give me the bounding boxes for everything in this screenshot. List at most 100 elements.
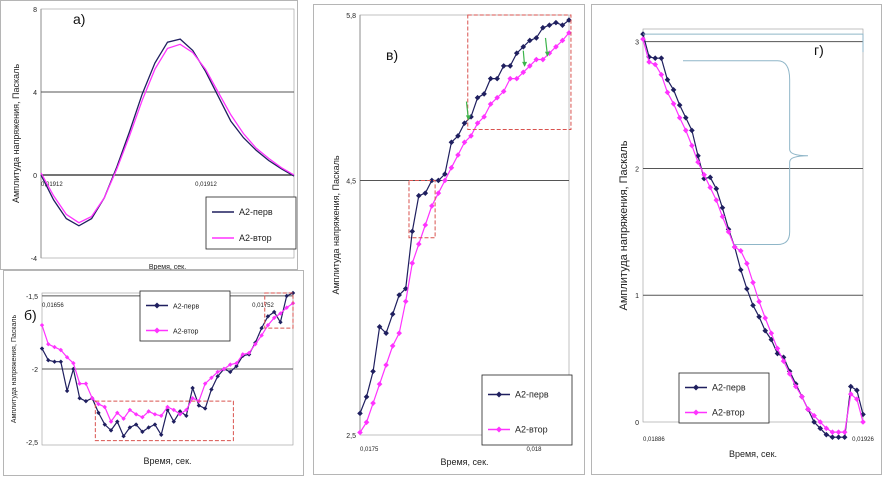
data-point [676,102,683,108]
data-point [474,94,481,101]
y-tick-label: 4 [33,90,37,97]
plot-frame [359,14,570,436]
y-tick-label: -2 [32,367,38,374]
data-point [177,409,183,414]
data-point [253,341,258,347]
data-point [500,63,507,69]
data-point [127,425,133,430]
chart-panel-g: 3 2 1 0 0,01886 0,01926 Амплитуда напряжения, … [591,4,882,475]
data-point [363,394,370,400]
data-point [847,383,854,390]
data-point [278,320,283,325]
data-point [363,419,370,426]
data-point [402,298,409,305]
data-point [468,133,474,139]
y-tick-label: 2,5 [346,433,356,440]
data-point [792,383,799,390]
data-point [370,400,376,406]
panel-label: б) [24,307,37,323]
data-point [259,333,264,338]
x-axis-label: Время, сек. [143,456,191,466]
data-point [533,35,540,41]
legend-marker [693,384,699,391]
data-point [481,91,487,97]
data-point [96,401,101,407]
data-point [448,139,455,146]
data-point [780,358,787,364]
panel-label: в) [386,47,398,63]
y-tick-label: -1,5 [26,294,38,301]
data-point [190,385,195,391]
data-point [64,355,70,360]
highlight-box [408,179,436,239]
data-point [768,330,775,337]
data-point [707,184,714,191]
legend-label: А2-перв [712,383,746,393]
data-point [461,120,468,126]
highlight-box [467,14,572,131]
data-point [435,190,442,196]
data-point [811,412,817,419]
data-point [271,315,277,321]
data-point [786,371,793,377]
data-point [357,429,363,436]
data-point [652,55,659,61]
data-point [39,346,45,351]
x-tick-label: 0,01912 [41,182,63,188]
data-point [487,75,494,82]
x-axis-label: Время, сек. [729,449,777,459]
data-point [507,75,514,82]
data-point [658,71,665,78]
data-point [146,425,151,430]
legend-marker [154,327,160,334]
data-point [71,360,76,366]
x-tick-label: 0,01752 [252,303,274,309]
data-point [202,406,208,411]
data-point [835,429,842,435]
chart-panel-a: 8 4 0 -4 0,01912 0,01912 Амплитуда напряжения,… [0,0,298,271]
highlight-box [264,292,294,329]
data-point [58,347,64,353]
data-point [383,362,389,368]
data-point [402,285,409,292]
data-point [553,19,559,26]
data-point [221,366,227,372]
data-point [682,114,689,121]
y-tick-label: -2,5 [26,440,38,447]
data-point [209,375,214,380]
data-point [152,422,158,427]
y-tick-label: 8 [33,7,37,14]
data-point [701,171,707,178]
data-point [215,369,220,375]
data-point [271,309,277,315]
data-point [689,127,695,134]
y-axis-label: Амплитуда напряжения, Паскаль [11,64,21,203]
chart-panel-v: 5,8 4,5 2,5 0,0175 0,018 Амплитуда напряжения… [313,4,585,475]
data-point [102,422,107,427]
series-line-vtor [359,32,570,433]
data-point [841,429,848,435]
data-point [854,396,860,402]
legend-box [481,374,573,446]
chart-a-svg: 8 4 0 -4 0,01912 0,01912 Амплитуда напряжения,… [11,7,297,271]
data-point [246,350,252,356]
data-point [115,410,120,416]
data-point [658,55,665,61]
data-point [448,164,455,171]
data-point [756,298,762,305]
data-point [701,175,707,182]
annotation-arrowhead [465,115,471,121]
legend-marker [496,391,502,398]
y-axis-label: Амплитуда напряжения, Паскаль [331,155,341,294]
data-point [762,315,769,321]
data-point [737,267,744,273]
data-point [64,388,70,394]
legend-label: А2-перв [515,390,549,400]
data-point [799,393,805,400]
data-point [854,387,860,394]
data-point [841,434,848,441]
x-tick-label: 0,01656 [42,303,64,309]
data-point [240,352,245,357]
data-point [146,409,151,414]
x-axis-label: Время, сек. [440,457,488,467]
